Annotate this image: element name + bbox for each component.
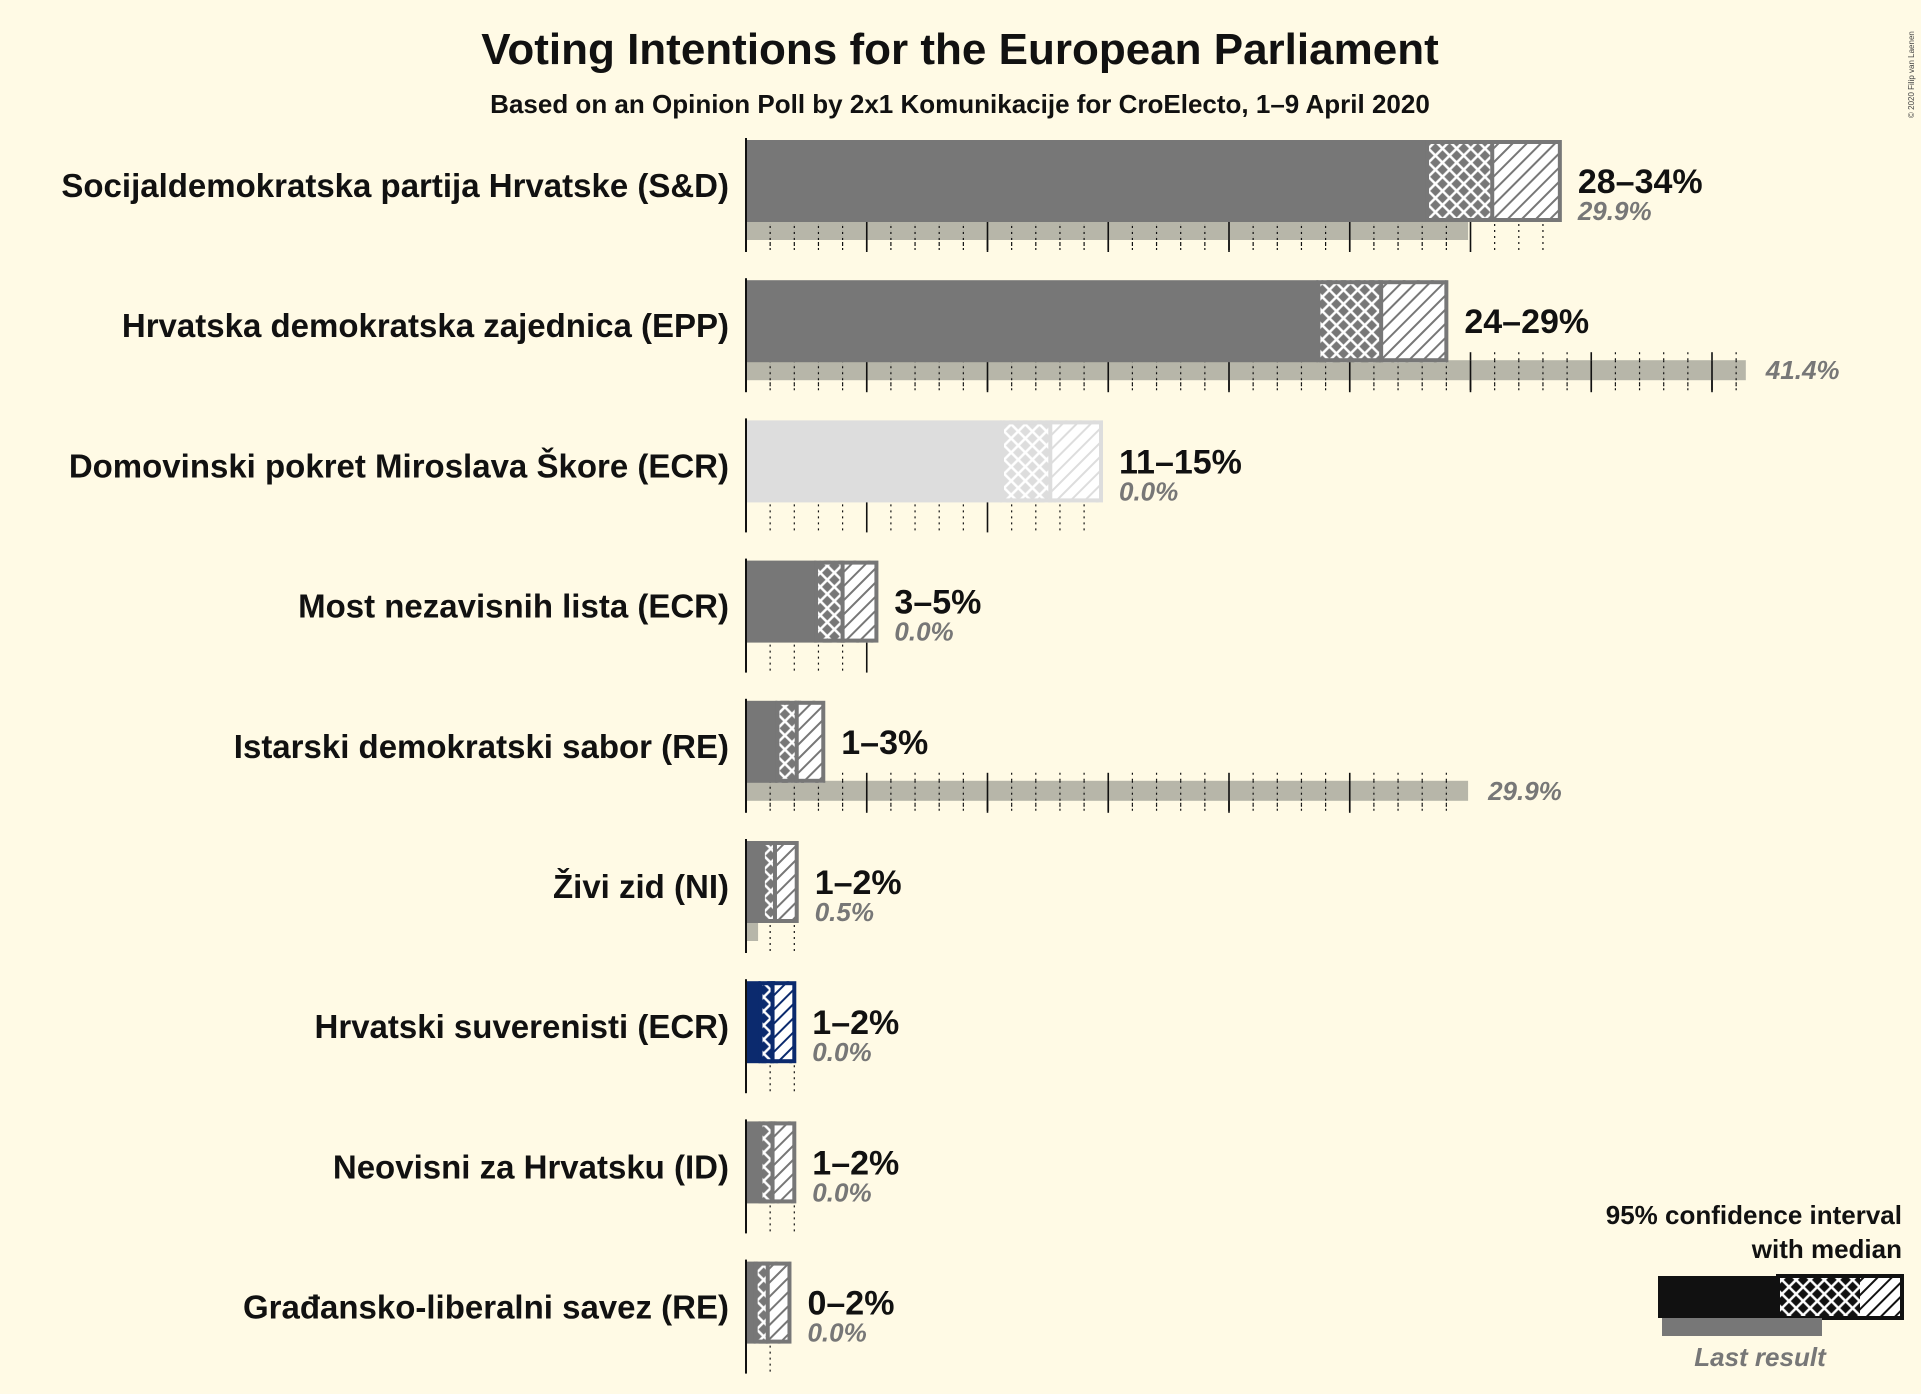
- ci-bar-lower: [1318, 280, 1382, 363]
- ci-bar-solid: [746, 560, 817, 643]
- legend-bar-cross: [1778, 1276, 1860, 1318]
- party-label: Građansko-liberalni savez (RE): [243, 1289, 729, 1326]
- ci-bar-upper: [796, 700, 824, 783]
- ci-bar-upper: [772, 1121, 795, 1204]
- last-result-bar: [746, 921, 759, 941]
- last-result-bar: [746, 220, 1469, 240]
- legend-median-label: with median: [1751, 1234, 1902, 1264]
- party-label: Domovinski pokret Miroslava Škore (ECR): [69, 446, 729, 484]
- range-label: 1–2%: [812, 1004, 899, 1042]
- party-label: Neovisni za Hrvatsku (ID): [333, 1148, 729, 1185]
- last-result-label: 41.4%: [1765, 355, 1840, 385]
- ci-bar-upper: [1381, 280, 1447, 363]
- ci-bar-outline: [760, 841, 799, 923]
- last-result-bar: [746, 360, 1746, 381]
- chart-title: Voting Intentions for the European Parli…: [481, 25, 1439, 74]
- party-rows: Socijaldemokratska partija Hrvatske (S&D…: [61, 138, 1840, 1374]
- range-label: 3–5%: [894, 584, 981, 622]
- party-label: Istarski demokratski sabor (RE): [234, 728, 729, 765]
- ci-bar-lower: [760, 1121, 773, 1204]
- legend: 95% confidence interval with median Last…: [1606, 1200, 1904, 1372]
- ci-bar-upper: [774, 841, 797, 923]
- ci-bar-upper: [842, 560, 877, 643]
- legend-ci-label: 95% confidence interval: [1606, 1200, 1902, 1230]
- last-result-label: 0.0%: [812, 1177, 871, 1207]
- range-label: 1–3%: [841, 724, 928, 762]
- ci-bar-outline: [758, 1121, 797, 1204]
- party-label: Most nezavisnih lista (ECR): [298, 588, 729, 625]
- last-result-label: 0.0%: [812, 1037, 871, 1067]
- range-label: 11–15%: [1119, 443, 1242, 481]
- ci-bar-outline: [814, 560, 879, 643]
- ci-bar-lower: [762, 841, 775, 923]
- ci-bar-upper: [767, 1261, 790, 1344]
- ci-bar-solid: [746, 841, 763, 923]
- last-result-label: 0.0%: [807, 1318, 866, 1348]
- range-label: 0–2%: [807, 1285, 894, 1323]
- legend-bar-hatch: [1860, 1276, 1902, 1318]
- last-result-label: 29.9%: [1577, 196, 1652, 226]
- chart-subtitle: Based on an Opinion Poll by 2x1 Komunika…: [490, 89, 1430, 119]
- last-result-label: 0.0%: [1119, 476, 1178, 506]
- ci-bar-lower: [816, 560, 843, 643]
- ci-bar-lower: [760, 981, 773, 1064]
- ci-bar-outline: [758, 981, 797, 1064]
- ci-bar-solid: [746, 140, 1428, 222]
- party-label: Živi zid (NI): [553, 868, 729, 905]
- party-label: Socijaldemokratska partija Hrvatske (S&D…: [61, 167, 729, 204]
- range-label: 1–2%: [812, 1144, 899, 1182]
- ci-bar-upper: [1050, 420, 1102, 503]
- ci-bar-solid: [746, 1121, 761, 1204]
- last-result-label: 0.0%: [894, 617, 953, 647]
- range-label: 24–29%: [1464, 303, 1589, 341]
- ci-bar-upper: [772, 981, 795, 1064]
- party-label: Hrvatska demokratska zajednica (EPP): [122, 307, 729, 344]
- legend-last-result-bar: [1662, 1318, 1822, 1336]
- ci-bar-lower: [1427, 140, 1493, 222]
- ci-bar-lower: [777, 700, 797, 783]
- range-label: 1–2%: [815, 864, 902, 902]
- ci-bar-solid: [746, 420, 1002, 503]
- ci-bar-outline: [775, 700, 826, 783]
- legend-bar-solid: [1658, 1276, 1778, 1318]
- ci-bar-solid: [746, 981, 761, 1064]
- party-label: Hrvatski suverenisti (ECR): [315, 1008, 729, 1045]
- copyright-text: © 2020 Filip van Laenen: [1907, 31, 1916, 118]
- ci-bar-lower: [1001, 420, 1051, 503]
- legend-bar-outline: [1776, 1274, 1904, 1320]
- ci-bar-lower: [755, 1261, 768, 1344]
- ci-bar-solid: [746, 1261, 756, 1344]
- last-result-bar: [746, 780, 1469, 801]
- ci-bar-upper: [1492, 140, 1560, 222]
- ci-bar-solid: [746, 280, 1319, 363]
- ci-bar-solid: [746, 700, 778, 783]
- legend-last-result-label: Last result: [1694, 1342, 1827, 1372]
- ci-bar-outline: [753, 1261, 792, 1344]
- last-result-label: 29.9%: [1487, 776, 1562, 806]
- last-result-label: 0.5%: [815, 897, 874, 927]
- range-label: 28–34%: [1578, 163, 1703, 201]
